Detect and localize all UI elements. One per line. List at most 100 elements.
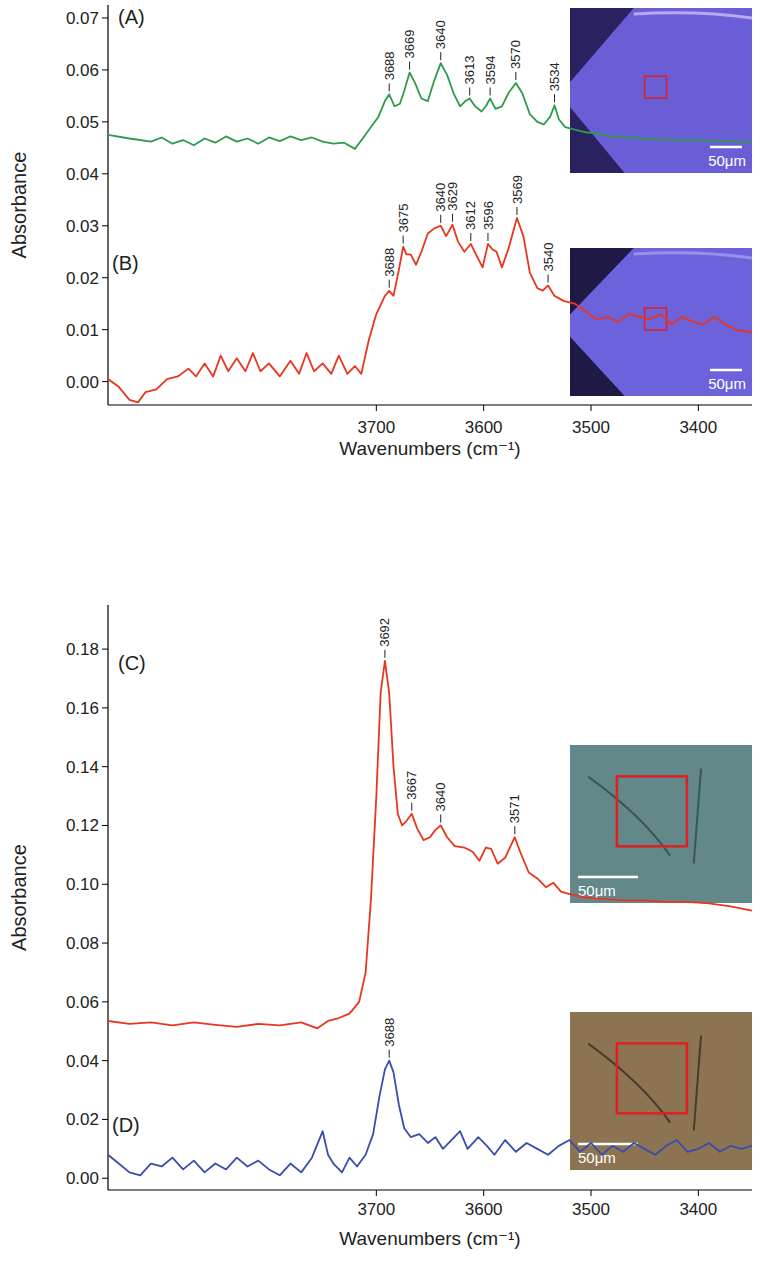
peak-leader xyxy=(384,650,385,658)
y-tick-label: 0.18 xyxy=(66,640,99,659)
x-tick-label: 3600 xyxy=(465,418,503,437)
peak-leader xyxy=(452,214,453,222)
peak-label: 3596 xyxy=(481,201,496,230)
inset-photo: 50μm xyxy=(570,1012,752,1170)
panel-letter: (D) xyxy=(112,1114,140,1136)
peak-label: 3571 xyxy=(507,794,522,823)
peak-label: 3629 xyxy=(445,182,460,211)
peak-label: 3540 xyxy=(541,243,556,272)
peak-label: 3688 xyxy=(382,248,397,277)
peak-leader xyxy=(490,88,491,96)
panel-letter: (A) xyxy=(118,6,145,28)
x-tick-label: 3600 xyxy=(465,1200,503,1219)
plot-area xyxy=(108,661,752,1175)
x-axis-title: Wavenumbers (cm⁻¹) xyxy=(339,438,520,459)
inset-photo: 50μm xyxy=(570,248,752,396)
peak-leader xyxy=(389,83,390,91)
y-tick xyxy=(102,825,108,826)
peak-leader xyxy=(515,72,516,80)
peak-leader xyxy=(389,1050,390,1058)
x-tick-label: 3700 xyxy=(357,1200,395,1219)
peak-label: 3669 xyxy=(402,30,417,59)
inset-background xyxy=(570,248,752,396)
inset-crack xyxy=(694,1036,701,1131)
inset-shade xyxy=(570,8,634,82)
inset-shade xyxy=(570,107,625,173)
y-tick xyxy=(102,225,108,226)
measurement-area xyxy=(617,776,687,846)
inset-photo: 50μm xyxy=(570,745,752,903)
y-tick-label: 0.04 xyxy=(66,165,99,184)
spectrum-line xyxy=(108,218,752,402)
y-tick xyxy=(102,649,108,650)
peak-leader xyxy=(469,88,470,96)
x-tick xyxy=(698,405,699,411)
panel-letter: (B) xyxy=(112,252,139,274)
y-axis xyxy=(107,605,108,1190)
x-axis-title: Wavenumbers (cm⁻¹) xyxy=(339,1228,520,1249)
figure: 50μm50μm0.000.010.020.030.040.050.060.07… xyxy=(0,0,760,1262)
y-tick-label: 0.16 xyxy=(66,699,99,718)
y-tick xyxy=(102,17,108,18)
y-tick xyxy=(102,69,108,70)
y-tick xyxy=(102,173,108,174)
y-tick xyxy=(102,277,108,278)
y-tick-label: 0.05 xyxy=(66,113,99,132)
scale-bar xyxy=(578,876,638,879)
inset-crack xyxy=(588,777,670,856)
y-tick xyxy=(102,766,108,767)
peak-label: 3667 xyxy=(404,771,419,800)
spectrum-line xyxy=(108,661,752,1028)
spectrum-line xyxy=(108,63,752,149)
y-tick-label: 0.10 xyxy=(66,875,99,894)
peak-leader xyxy=(411,803,412,811)
y-tick xyxy=(102,329,108,330)
peak-label: 3640 xyxy=(433,783,448,812)
y-tick xyxy=(102,1060,108,1061)
inset-background xyxy=(570,8,752,173)
peak-leader xyxy=(548,275,549,283)
y-axis xyxy=(107,5,108,405)
y-tick-label: 0.12 xyxy=(66,816,99,835)
peak-label: 3570 xyxy=(508,40,523,69)
y-tick xyxy=(102,1178,108,1179)
y-tick xyxy=(102,1119,108,1120)
y-tick xyxy=(102,121,108,122)
y-tick-label: 0.08 xyxy=(66,934,99,953)
x-axis xyxy=(108,1189,752,1190)
inset-shade xyxy=(570,248,634,315)
peak-leader xyxy=(440,52,441,60)
y-tick-label: 0.02 xyxy=(66,1110,99,1129)
inset-crack xyxy=(588,1044,670,1123)
x-tick xyxy=(698,1190,699,1196)
peak-leader xyxy=(440,215,441,223)
y-tick xyxy=(102,381,108,382)
x-tick-label: 3400 xyxy=(679,418,717,437)
x-tick-label: 3700 xyxy=(357,418,395,437)
scale-label: 50μm xyxy=(708,375,746,392)
peak-leader xyxy=(554,94,555,102)
scale-label: 50μm xyxy=(578,1149,616,1166)
y-tick xyxy=(102,943,108,944)
measurement-area xyxy=(645,76,667,98)
x-axis xyxy=(108,404,752,405)
y-axis-title: Absorbance xyxy=(8,844,30,951)
peak-leader xyxy=(389,280,390,288)
y-tick-label: 0.07 xyxy=(66,9,99,28)
inset-background xyxy=(570,1012,752,1170)
peak-label: 3613 xyxy=(462,56,477,85)
inset-background xyxy=(570,745,752,903)
peak-leader xyxy=(409,62,410,70)
peak-label: 3675 xyxy=(396,204,411,233)
x-tick-label: 3400 xyxy=(679,1200,717,1219)
peak-label: 3569 xyxy=(509,175,524,204)
peak-label: 3612 xyxy=(463,201,478,230)
peak-leader xyxy=(516,207,517,215)
peak-leader xyxy=(470,233,471,241)
measurement-area xyxy=(617,1043,687,1113)
peak-leader xyxy=(440,814,441,822)
scale-bar xyxy=(710,146,742,149)
x-tick-label: 3500 xyxy=(572,1200,610,1219)
inset-edge xyxy=(634,13,752,18)
y-tick xyxy=(102,884,108,885)
